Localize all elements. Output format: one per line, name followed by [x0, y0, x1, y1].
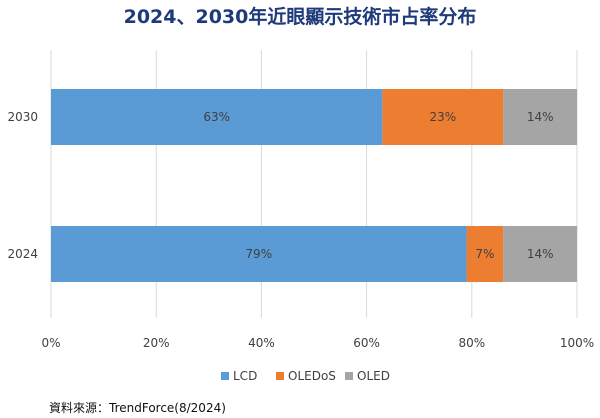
- data-label: 79%: [245, 247, 272, 261]
- bar-segment: [503, 226, 577, 282]
- category-labels: 2030 2024: [7, 110, 38, 261]
- data-label: 7%: [475, 247, 494, 261]
- legend-label: LCD: [233, 369, 257, 383]
- source-note: 資料來源：TrendForce(8/2024): [49, 401, 226, 415]
- data-label: 14%: [527, 247, 554, 261]
- bar-segment: [51, 226, 467, 282]
- category-label: 2030: [7, 110, 38, 124]
- x-tick-label: 20%: [143, 336, 170, 350]
- legend: LCD OLEDoS OLED: [221, 369, 390, 383]
- legend-label: OLED: [357, 369, 390, 383]
- legend-swatch: [276, 372, 284, 380]
- bar-segment: [382, 89, 504, 145]
- category-label: 2024: [7, 247, 38, 261]
- x-tick-label: 100%: [560, 336, 594, 350]
- x-tick-label: 40%: [248, 336, 275, 350]
- legend-label: OLEDoS: [288, 369, 336, 383]
- data-label: 14%: [527, 110, 554, 124]
- data-label: 23%: [430, 110, 457, 124]
- x-tick-label: 80%: [458, 336, 485, 350]
- legend-swatch: [221, 372, 229, 380]
- chart-title: 2024、2030年近眼顯示技術市占率分布: [123, 6, 477, 28]
- bars: 63% 23% 14% 79% 7% 14%: [51, 89, 577, 282]
- x-tick-label: 0%: [41, 336, 60, 350]
- legend-swatch: [345, 372, 353, 380]
- bar-segment: [466, 226, 504, 282]
- x-tick-label: 60%: [353, 336, 380, 350]
- bar-segment: [503, 89, 577, 145]
- data-label: 63%: [203, 110, 230, 124]
- x-tick-labels: 0% 20% 40% 60% 80% 100%: [41, 336, 594, 350]
- bar-segment: [51, 89, 383, 145]
